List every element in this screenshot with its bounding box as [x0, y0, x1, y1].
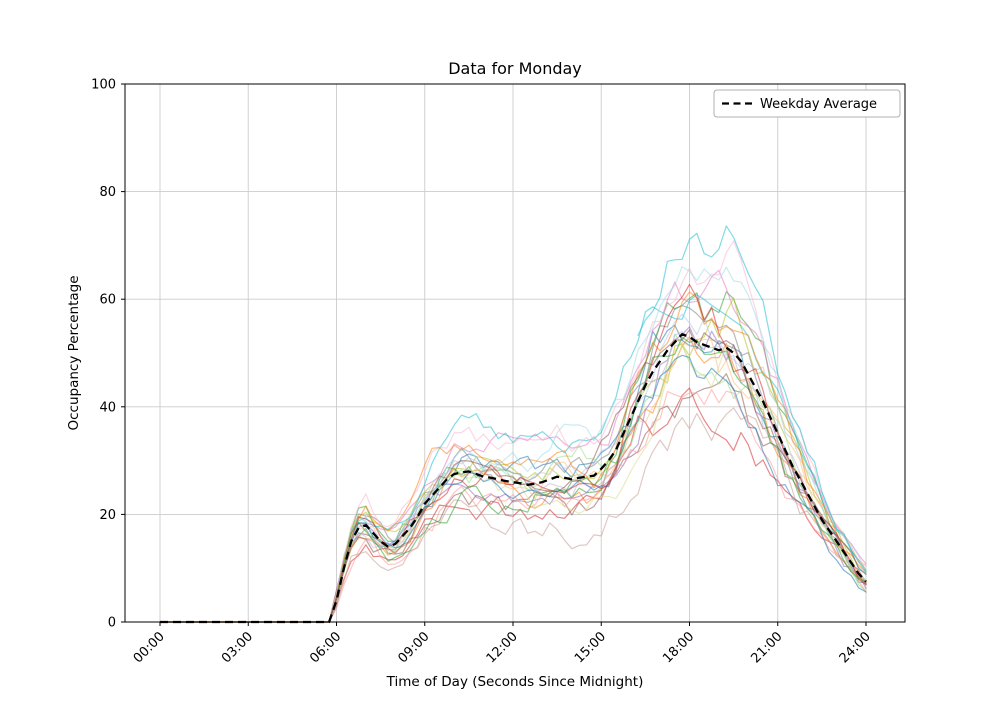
- y-tick-label: 100: [91, 78, 116, 93]
- y-tick-label: 20: [99, 508, 116, 523]
- series-line: [637, 225, 867, 573]
- average-line-layer: [160, 333, 867, 624]
- x-tick-label: 09:00: [395, 629, 432, 666]
- x-tick-label: 15:00: [572, 629, 609, 666]
- legend-label: Weekday Average: [760, 97, 877, 112]
- x-tick-label: 21:00: [748, 629, 785, 666]
- y-tick-label: 80: [99, 185, 116, 200]
- legend-box: [713, 89, 901, 118]
- x-tick-label: 03:00: [219, 629, 256, 666]
- x-tick-label: 06:00: [307, 629, 344, 666]
- x-axis-label: Time of Day (Seconds Since Midnight): [386, 674, 644, 690]
- axes-spines: [124, 83, 906, 623]
- x-tick-label: 24:00: [837, 629, 874, 666]
- average-line: [160, 333, 867, 624]
- y-tick-label: 0: [108, 616, 116, 631]
- chart-title: Data for Monday: [448, 59, 582, 78]
- axis-layer: 00:00 03:00 06:00 09:00 12:00 15:00 18:00 21:00…: [91, 78, 906, 666]
- y-tick-label: 60: [99, 293, 116, 308]
- legend: Weekday Average: [713, 89, 901, 118]
- y-axis-label: Occupancy Percentage: [66, 275, 82, 430]
- grid-layer: [125, 83, 905, 623]
- x-tick-label: 18:00: [660, 629, 697, 666]
- x-tick-label: 00:00: [131, 629, 168, 666]
- x-tick-label: 12:00: [484, 629, 521, 666]
- y-tick-label: 40: [99, 400, 116, 415]
